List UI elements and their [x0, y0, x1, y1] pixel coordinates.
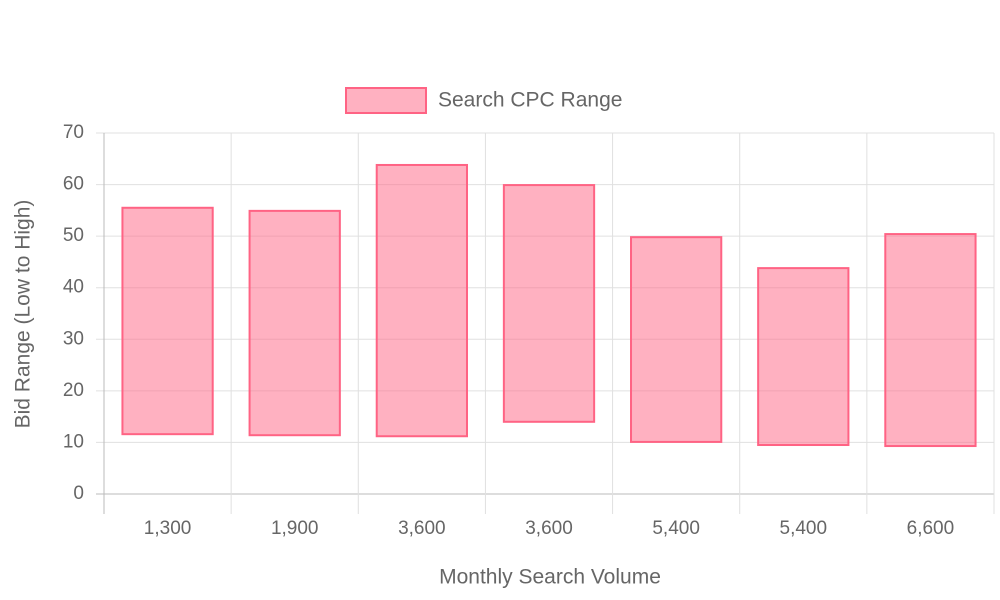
x-tick-label: 5,400 [780, 518, 828, 539]
x-tick-label: 5,400 [652, 518, 700, 539]
y-tick-label: 60 [63, 174, 84, 195]
bar [884, 233, 977, 448]
bar [502, 184, 596, 423]
bar [630, 236, 723, 443]
x-axis-title: Monthly Search Volume [439, 566, 661, 589]
y-tick-label: 50 [63, 225, 84, 246]
x-tick-label: 1,300 [144, 518, 192, 539]
bar [248, 209, 341, 437]
y-tick-label: 10 [63, 431, 84, 452]
bar [375, 163, 468, 438]
y-tick-label: 40 [63, 277, 84, 298]
y-tick-label: 0 [73, 483, 84, 504]
y-axis-title: Bid Range (Low to High) [12, 200, 35, 429]
bar [757, 267, 850, 447]
legend-swatch [345, 87, 427, 114]
x-tick-label: 3,600 [525, 518, 573, 539]
y-tick-label: 70 [63, 122, 84, 143]
x-tick-label: 1,900 [271, 518, 319, 539]
bar [121, 206, 214, 436]
legend-label: Search CPC Range [438, 89, 622, 112]
y-tick-label: 30 [63, 328, 84, 349]
x-tick-label: 6,600 [907, 518, 955, 539]
y-tick-label: 20 [63, 380, 84, 401]
x-tick-label: 3,600 [398, 518, 446, 539]
